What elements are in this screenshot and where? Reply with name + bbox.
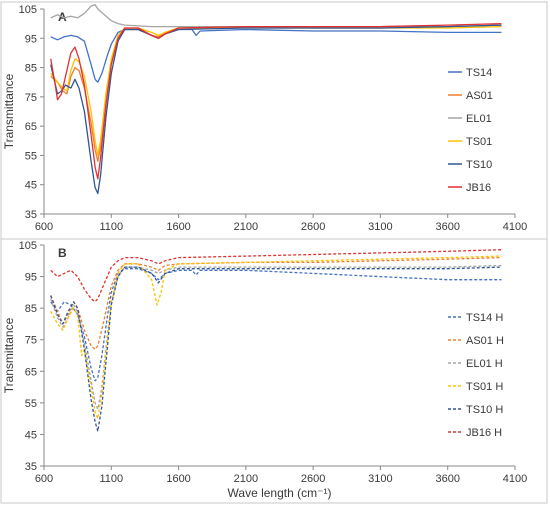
legend-label: TS14 H — [466, 312, 503, 324]
legend-label: AS01 H — [466, 335, 504, 347]
y-tick-label: 65 — [25, 366, 37, 378]
y-tick-label: 65 — [25, 121, 37, 133]
y-tick-label: 45 — [25, 180, 37, 192]
series-line-jb16 — [50, 22, 502, 180]
y-tick-label: 85 — [25, 303, 37, 315]
y-tick-label: 35 — [25, 461, 37, 473]
x-tick-label: 1600 — [166, 473, 190, 485]
panel-b: B 35 45 55 65 75 85 95 105 600 1100 1600 2100 2600 310… — [0, 238, 548, 504]
x-tick-label: 4100 — [503, 221, 527, 233]
y-tick-label: 75 — [25, 92, 37, 104]
y-tick-label: 35 — [25, 209, 37, 221]
y-tick-label: 95 — [25, 272, 37, 284]
panel-label: B — [58, 246, 67, 260]
x-tick-label: 2600 — [301, 473, 325, 485]
y-tick-label: 85 — [25, 63, 37, 75]
x-tick-label: 1100 — [99, 221, 123, 233]
series-line-ts14-h — [50, 268, 502, 382]
series-line-el01-h — [50, 264, 502, 410]
legend-label: TS10 H — [466, 404, 503, 416]
x-tick-label: 2100 — [234, 473, 258, 485]
x-tick-label: 600 — [35, 473, 53, 485]
series-line-el01 — [50, 3, 502, 28]
y-tick-label: 75 — [25, 335, 37, 347]
legend-label: EL01 H — [466, 358, 503, 370]
x-tick-label: 2100 — [234, 221, 258, 233]
x-axis-label: Wave length (cm⁻¹) — [228, 486, 332, 500]
y-tick-label: 55 — [25, 398, 37, 410]
series-line-jb16-h — [50, 249, 502, 303]
x-tick-label: 2600 — [301, 221, 325, 233]
chart-frame — [0, 238, 548, 504]
series-line-ts01-h — [50, 255, 502, 420]
y-tick-label: 45 — [25, 429, 37, 441]
series-line-as01 — [50, 24, 502, 162]
y-tick-label: 55 — [25, 150, 37, 162]
x-tick-label: 4100 — [503, 473, 527, 485]
legend-label: JB16 — [466, 182, 491, 194]
legend-label: TS10 — [466, 159, 492, 171]
y-axis-label: Transmittance — [2, 317, 16, 393]
legend-label: TS01 — [466, 136, 492, 148]
y-tick-label: 95 — [25, 33, 37, 45]
series-line-ts10 — [50, 24, 502, 195]
y-axis-label: Transmittance — [2, 73, 16, 149]
x-tick-label: 600 — [35, 221, 53, 233]
x-tick-label: 1600 — [166, 221, 190, 233]
x-tick-label: 3100 — [368, 473, 392, 485]
legend-label: TS01 H — [466, 381, 503, 393]
y-tick-label: 105 — [19, 4, 37, 16]
series-line-ts01 — [50, 25, 502, 157]
legend-label: JB16 H — [466, 427, 502, 439]
legend-label: AS01 — [466, 90, 493, 102]
series-line-ts10-h — [50, 266, 502, 432]
x-tick-label: 3600 — [435, 221, 459, 233]
x-tick-label: 1100 — [99, 473, 123, 485]
legend-label: TS14 — [466, 67, 492, 79]
x-tick-label: 3600 — [435, 473, 459, 485]
x-tick-label: 3100 — [368, 221, 392, 233]
legend-label: EL01 — [466, 113, 492, 125]
y-tick-label: 105 — [19, 240, 37, 252]
